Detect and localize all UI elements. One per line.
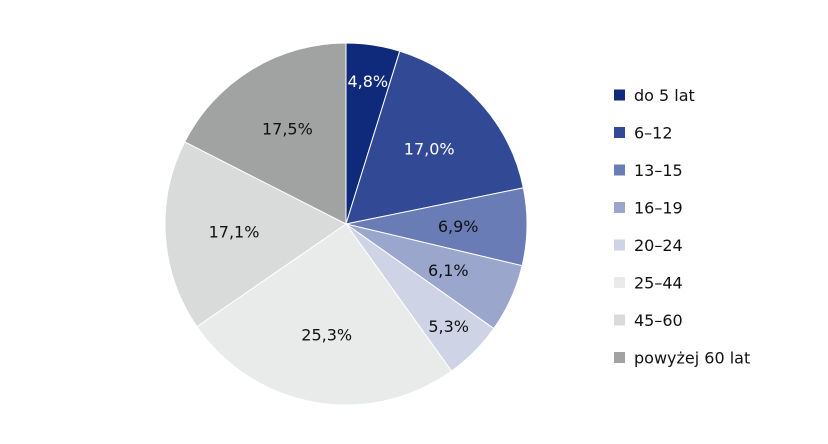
legend-item-16-19: 16–19 xyxy=(614,199,683,218)
legend-item-do-5-lat: do 5 lat xyxy=(614,86,695,105)
legend-item-20-24: 20–24 xyxy=(614,236,683,255)
legend-swatch xyxy=(614,277,625,288)
slice-value-label-20-24: 5,3% xyxy=(428,317,469,336)
legend-item-powyzej-60-lat: powyżej 60 lat xyxy=(614,349,750,368)
pie-slices xyxy=(164,42,528,406)
legend-swatch xyxy=(614,239,625,251)
legend-item-25-44: 25–44 xyxy=(614,274,683,293)
legend-swatch xyxy=(614,89,625,101)
legend-label: 13–15 xyxy=(634,161,683,180)
legend-label: 20–24 xyxy=(634,236,683,255)
legend-swatch xyxy=(614,202,625,213)
legend-swatch xyxy=(614,127,625,138)
legend-item-6-12: 6–12 xyxy=(614,124,673,143)
legend-swatch xyxy=(614,164,625,176)
legend-label: 25–44 xyxy=(634,274,683,293)
slice-value-label-13-15: 6,9% xyxy=(438,217,479,236)
slice-value-label-25-44: 25,3% xyxy=(301,326,352,345)
slice-value-label-powyzej-60-lat: 17,5% xyxy=(262,119,313,138)
slice-value-label-do-5-lat: 4,8% xyxy=(347,72,388,91)
legend-label: do 5 lat xyxy=(634,86,695,105)
legend-label: 16–19 xyxy=(634,199,683,218)
slice-value-label-16-19: 6,1% xyxy=(428,261,469,280)
pie-slice-25-44 xyxy=(196,223,453,406)
pie-slice-45-60 xyxy=(164,141,347,328)
pie-slice-6-12 xyxy=(345,50,524,225)
chart-legend: do 5 lat 6–12 13–15 16–19 20–24 25–44 45–60 pow… xyxy=(614,86,750,368)
legend-item-13-15: 13–15 xyxy=(614,161,683,180)
pie-slice-powyzej-60-lat xyxy=(184,42,347,225)
legend-item-45-60: 45–60 xyxy=(614,311,683,330)
legend-label: powyżej 60 lat xyxy=(634,349,750,368)
legend-swatch xyxy=(614,352,625,363)
legend-label: 6–12 xyxy=(634,124,673,143)
legend-label: 45–60 xyxy=(634,311,683,330)
slice-value-label-6-12: 17,0% xyxy=(404,140,455,159)
slice-value-label-45-60: 17,1% xyxy=(209,222,260,241)
pie-slice-labels: 4,8% 17,0% 6,9% 6,1% 5,3% 25,3% 17,1% 17,5% xyxy=(209,72,479,345)
legend-swatch xyxy=(614,314,625,326)
